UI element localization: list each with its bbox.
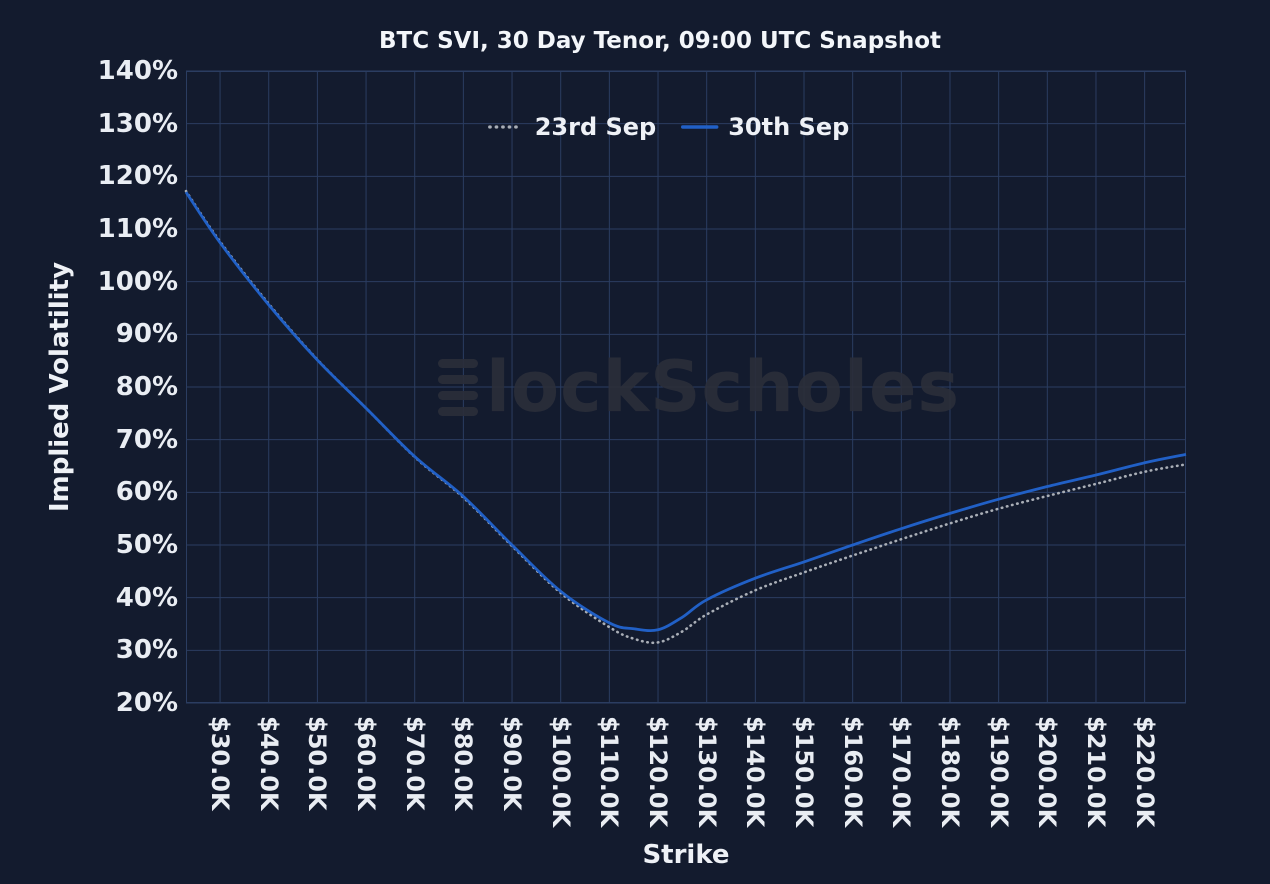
y-tick-label: 100% xyxy=(97,266,178,297)
chart-canvas xyxy=(184,70,1188,704)
y-tick-label: 140% xyxy=(97,56,178,86)
y-tick-label: 80% xyxy=(115,372,178,402)
y-tick-label: 60% xyxy=(115,477,178,508)
y-tick-label: 40% xyxy=(115,582,178,613)
y-tick-label: 110% xyxy=(97,214,178,244)
y-axis-title: Implied Volatility xyxy=(45,261,75,513)
y-tick-label: 120% xyxy=(97,161,178,192)
y-tick-label: 50% xyxy=(115,530,178,560)
legend-item-23rd-sep: 23rd Sep xyxy=(487,113,657,141)
dotted-line-swatch-icon xyxy=(488,125,524,129)
y-tick-label: 90% xyxy=(115,319,178,350)
legend-label: 23rd Sep xyxy=(534,113,657,141)
solid-line-swatch-icon xyxy=(680,125,718,129)
x-axis-title: Strike xyxy=(642,840,730,870)
legend-item-30th-sep: 30th Sep xyxy=(680,113,849,141)
y-tick-label: 130% xyxy=(97,108,178,139)
blockscholes-logo-icon xyxy=(438,358,478,416)
y-tick-label: 30% xyxy=(115,635,178,666)
plot-border xyxy=(186,71,1186,703)
legend-label: 30th Sep xyxy=(728,113,850,141)
y-tick-label: 70% xyxy=(115,424,178,455)
blockscholes-watermark: lockScholes xyxy=(438,352,960,422)
chart-title: BTC SVI, 30 Day Tenor, 09:00 UTC Snapsho… xyxy=(378,28,942,54)
chart-legend: 23rd Sep 30th Sep xyxy=(487,113,849,141)
plot-area xyxy=(184,70,1188,704)
y-tick-label: 20% xyxy=(115,688,178,718)
series-line-30th-sep xyxy=(184,191,1187,633)
watermark-text: lockScholes xyxy=(486,346,961,428)
